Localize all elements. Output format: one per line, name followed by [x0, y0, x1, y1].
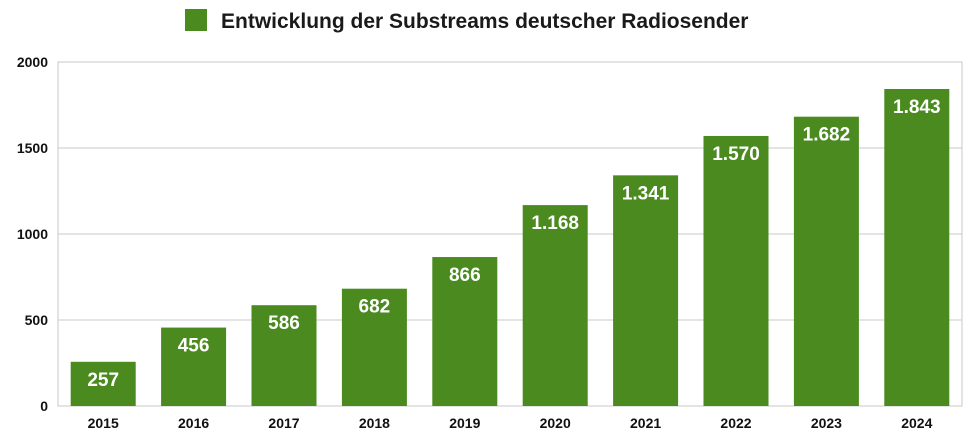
- bar: [522, 205, 588, 406]
- legend-label: Entwicklung der Substreams deutscher Rad…: [221, 10, 748, 33]
- x-tick-label: 2015: [88, 415, 119, 431]
- bar-value-label: 1.570: [712, 144, 760, 165]
- y-axis: 0 500 1000 1500 2000: [17, 54, 48, 414]
- bar-value-label: 586: [268, 313, 300, 334]
- x-tick-label: 2016: [178, 415, 209, 431]
- y-tick-label: 2000: [17, 54, 48, 70]
- legend: Entwicklung der Substreams deutscher Rad…: [185, 9, 748, 33]
- bar-value-label: 1.168: [531, 213, 579, 234]
- bar: [703, 135, 769, 406]
- bar: [884, 89, 950, 406]
- x-tick-label: 2023: [811, 415, 842, 431]
- bar: [613, 175, 679, 406]
- bar: [793, 116, 859, 407]
- bars: 257 456 586 682 866 1.168 1.341 1.570 1.682 1.843: [70, 89, 950, 407]
- x-tick-label: 2018: [359, 415, 390, 431]
- y-tick-label: 1000: [17, 226, 48, 242]
- bar: [341, 288, 407, 406]
- bar-value-label: 1.682: [803, 125, 851, 146]
- bar-value-label: 456: [178, 336, 210, 357]
- bar: [251, 305, 317, 406]
- y-tick-label: 500: [25, 312, 49, 328]
- y-tick-label: 0: [40, 398, 48, 414]
- x-tick-label: 2021: [630, 415, 661, 431]
- x-tick-label: 2020: [540, 415, 571, 431]
- legend-swatch: [185, 9, 207, 31]
- x-tick-label: 2024: [901, 415, 932, 431]
- x-axis: 2015 2016 2017 2018 2019 2020 2021 2022 2023 2024: [88, 415, 933, 431]
- bar-value-label: 1.843: [893, 97, 941, 118]
- y-tick-label: 1500: [17, 140, 48, 156]
- bar-value-label: 866: [449, 265, 481, 286]
- bar: [70, 361, 136, 406]
- x-tick-label: 2017: [268, 415, 299, 431]
- x-tick-label: 2022: [720, 415, 751, 431]
- bar-value-label: 257: [87, 370, 119, 391]
- x-tick-label: 2019: [449, 415, 480, 431]
- bar: [161, 327, 227, 406]
- bar-value-label: 682: [359, 297, 391, 318]
- bar: [432, 257, 498, 406]
- bar-value-label: 1.341: [622, 183, 670, 204]
